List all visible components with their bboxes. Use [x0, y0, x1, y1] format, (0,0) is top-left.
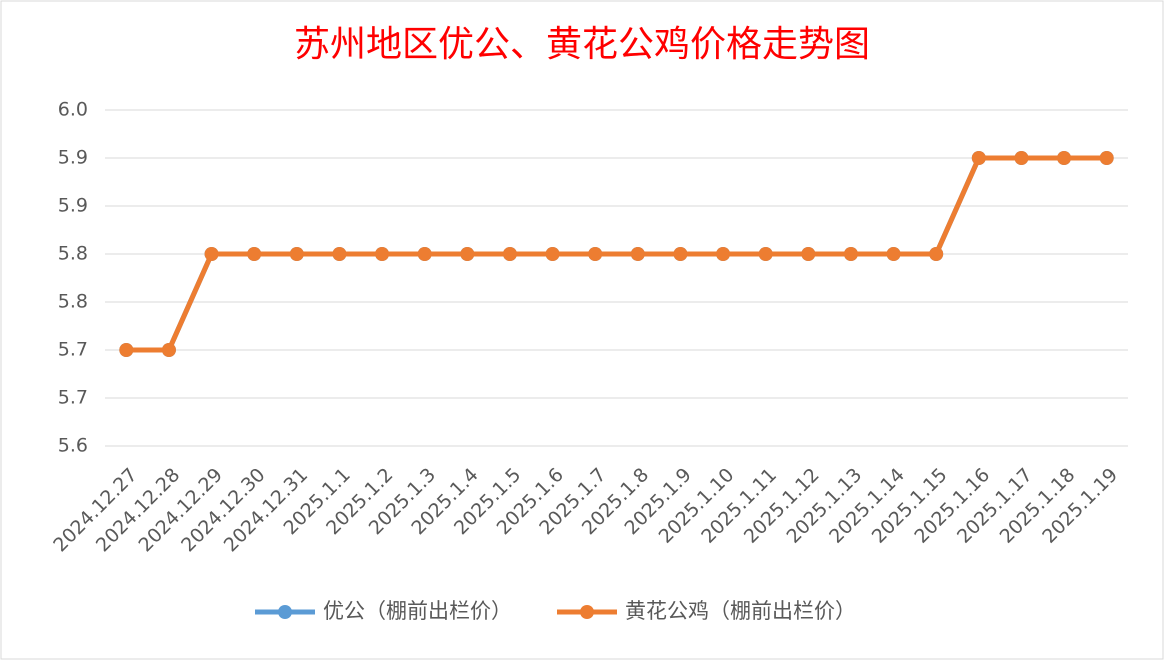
series-point [502, 247, 517, 261]
series-point [204, 247, 219, 261]
series-point [630, 247, 645, 261]
series-point [375, 247, 390, 261]
series-point [673, 247, 688, 261]
y-tick-label: 6.0 [58, 99, 88, 121]
series-point [1057, 151, 1072, 165]
series-point [588, 247, 603, 261]
series-point [1014, 151, 1029, 165]
series-point [545, 247, 560, 261]
series-line [126, 155, 1107, 353]
y-tick-label: 5.9 [58, 147, 88, 169]
series-point [417, 247, 432, 261]
y-tick-label: 5.6 [58, 435, 88, 457]
y-tick-label: 5.8 [58, 291, 88, 313]
y-tick-label: 5.7 [58, 339, 88, 361]
series-point [119, 343, 134, 357]
legend-marker [278, 605, 292, 619]
series-point [332, 247, 347, 261]
series-point [929, 247, 944, 261]
series-point [971, 151, 986, 165]
series-point [801, 247, 816, 261]
series-point [247, 247, 262, 261]
series-point [161, 343, 176, 357]
chart-title: 苏州地区优公、黄花公鸡价格走势图 [294, 24, 870, 65]
y-tick-label: 5.7 [58, 387, 88, 409]
series-point [716, 247, 731, 261]
series-point [758, 247, 773, 261]
series-point [289, 247, 304, 261]
legend-label: 优公（棚前出栏价） [323, 599, 512, 623]
legend-marker [580, 605, 594, 619]
series-point [460, 247, 475, 261]
series-point [1099, 151, 1114, 165]
series-point [886, 247, 901, 261]
legend-label: 黄花公鸡（棚前出栏价） [625, 599, 856, 623]
y-tick-label: 5.9 [58, 195, 88, 217]
series-point [843, 247, 858, 261]
y-tick-label: 5.8 [58, 243, 88, 265]
